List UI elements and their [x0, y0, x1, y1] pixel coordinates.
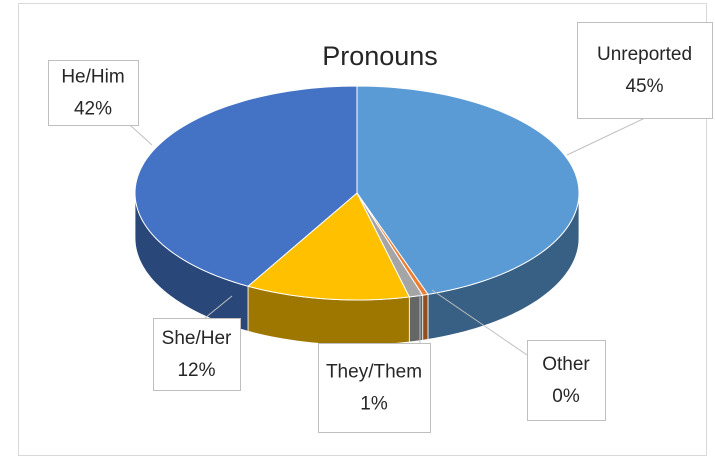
leader-line: [129, 124, 153, 146]
data-label-value: 42%: [74, 99, 112, 120]
callout-box: [318, 343, 431, 433]
slice-side: [408, 294, 424, 343]
callout-box: [527, 340, 606, 421]
leader-line: [431, 289, 528, 356]
chart-title: Pronouns: [322, 41, 438, 71]
slice: [134, 85, 358, 332]
callout-box: [48, 60, 139, 126]
data-label-name: Unreported: [597, 44, 692, 65]
leader-line: [566, 117, 646, 156]
data-label-name: She/Her: [162, 328, 232, 349]
data-label-name: They/Them: [326, 362, 422, 383]
slice-top: [134, 85, 358, 287]
leader-line: [204, 295, 233, 319]
slice: [246, 192, 411, 346]
slice-top: [246, 192, 411, 301]
data-label-value: 12%: [177, 360, 215, 381]
callout-box: [153, 318, 241, 391]
data-label-name: He/Him: [61, 67, 124, 88]
callout-box: [577, 22, 713, 119]
slice-top: [356, 85, 580, 295]
data-label-value: 1%: [360, 394, 388, 415]
slice-side: [422, 293, 429, 341]
data-label-value: 0%: [552, 386, 580, 407]
data-label-name: Other: [542, 354, 590, 375]
data-label-value: 45%: [625, 76, 663, 97]
